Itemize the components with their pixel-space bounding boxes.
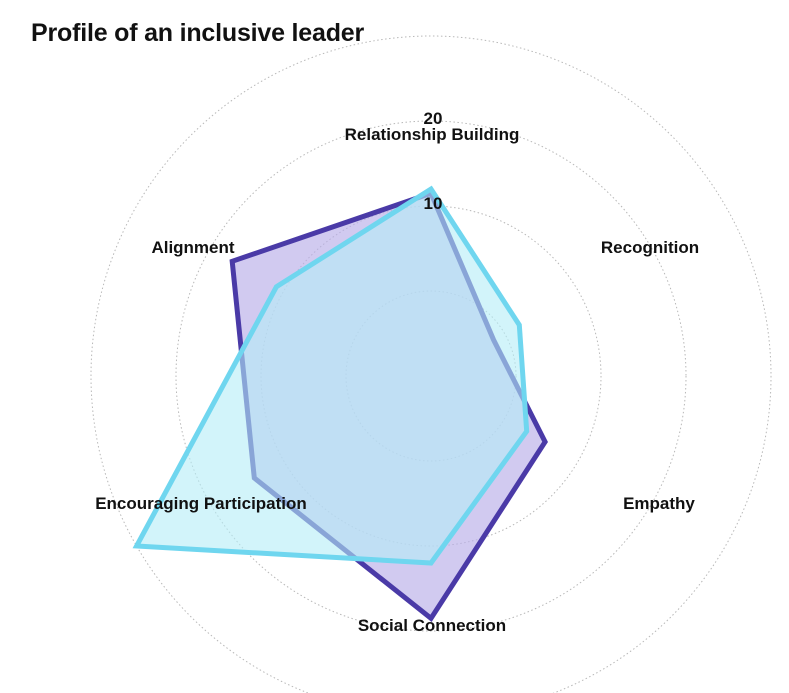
axis-labels: Relationship Building Recognition Empathy S… [95,125,699,635]
axis-label-empathy: Empathy [623,494,695,513]
axis-label-recognition: Recognition [601,238,699,257]
tick-label-10: 10 [424,194,443,213]
series-2-area [132,185,530,566]
series-layer [132,185,548,622]
tick-label-20: 20 [424,109,443,128]
grid-ring [175,120,687,632]
axis-label-encouraging-participation: Encouraging Participation [95,494,307,513]
axis-label-social-connection: Social Connection [358,616,506,635]
grid-ring [90,35,772,693]
tick-labels: 10 20 [424,109,443,213]
chart-title: Profile of an inclusive leader [31,19,365,47]
axis-label-alignment: Alignment [151,238,234,257]
axis-label-relationship-building: Relationship Building [345,125,520,144]
